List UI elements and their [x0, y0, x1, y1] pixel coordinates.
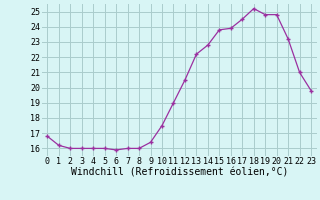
X-axis label: Windchill (Refroidissement éolien,°C): Windchill (Refroidissement éolien,°C): [70, 168, 288, 178]
